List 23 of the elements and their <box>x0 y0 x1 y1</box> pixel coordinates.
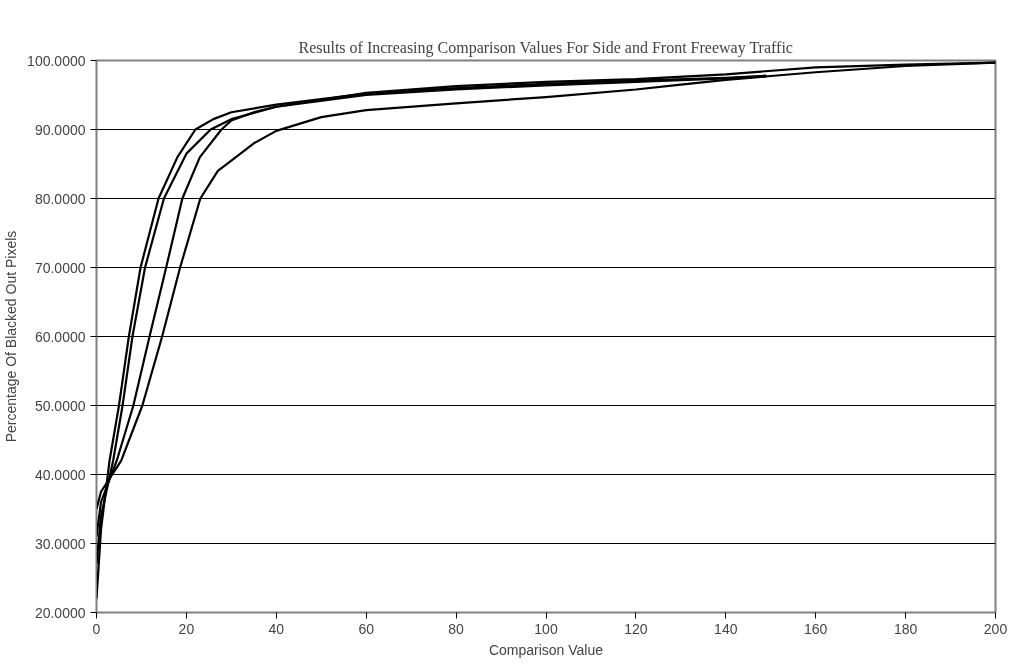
y-tick-label: 90.0000 <box>34 121 86 138</box>
y-axis-title: Percentage Of Blacked Out Pixels <box>3 230 20 443</box>
y-tick-label: 60.0000 <box>34 328 86 345</box>
x-tick-label: 100 <box>534 620 558 637</box>
x-tick-label: 60 <box>358 620 375 637</box>
y-tick-label: 40.0000 <box>34 466 86 483</box>
x-tick-label: 120 <box>624 620 648 637</box>
x-tick-label: 0 <box>92 620 101 637</box>
x-tick-label: 80 <box>448 620 465 637</box>
x-tick-label: 180 <box>893 620 918 637</box>
x-tick-label: 160 <box>804 620 828 637</box>
y-tick-label: 30.0000 <box>34 535 86 552</box>
x-tick-label: 140 <box>714 620 738 637</box>
x-axis-title: Comparison Value <box>488 641 604 658</box>
x-tick-label: 20 <box>178 620 195 637</box>
chart-title: Results of Increasing Comparison Values For Side and Front Freeway Traffic <box>298 38 793 57</box>
x-tick-label: 200 <box>983 620 1008 637</box>
x-tick-label: 40 <box>268 620 285 637</box>
y-tick-label: 70.0000 <box>34 259 86 276</box>
y-tick-label: 20.0000 <box>34 604 86 621</box>
y-tick-label: 50.0000 <box>34 397 86 414</box>
y-tick-label: 100.0000 <box>27 52 86 69</box>
y-tick-label: 80.0000 <box>34 190 86 207</box>
